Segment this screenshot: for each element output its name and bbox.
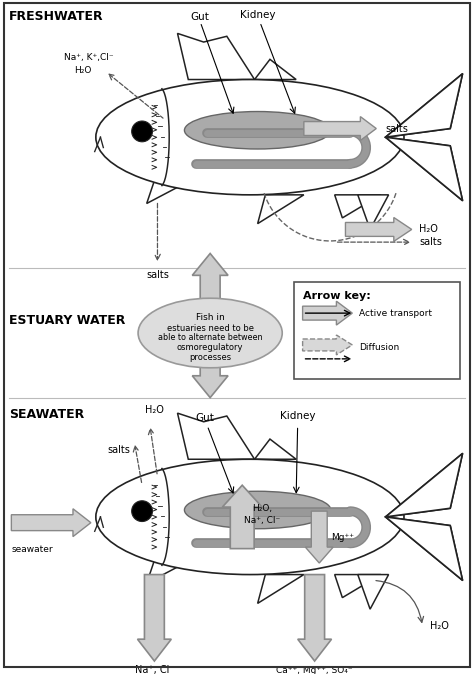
Text: able to alternate between: able to alternate between: [158, 334, 263, 342]
Text: H₂O: H₂O: [74, 65, 91, 75]
Polygon shape: [302, 335, 352, 355]
Polygon shape: [146, 149, 196, 204]
Polygon shape: [258, 195, 304, 224]
FancyBboxPatch shape: [294, 282, 460, 379]
Polygon shape: [385, 454, 463, 517]
Polygon shape: [335, 574, 381, 598]
Polygon shape: [137, 574, 171, 661]
Text: SEAWATER: SEAWATER: [9, 408, 85, 421]
Text: Diffusion: Diffusion: [359, 344, 400, 353]
Circle shape: [132, 501, 153, 522]
Text: Na⁺, Cl⁻: Na⁺, Cl⁻: [135, 665, 174, 674]
Text: Active transport: Active transport: [359, 309, 432, 317]
Text: H₂O: H₂O: [145, 405, 164, 415]
Polygon shape: [358, 195, 389, 229]
Polygon shape: [385, 137, 463, 201]
Polygon shape: [385, 517, 463, 580]
Polygon shape: [358, 574, 389, 609]
Polygon shape: [346, 218, 412, 241]
Polygon shape: [335, 195, 381, 218]
Ellipse shape: [184, 111, 331, 149]
Polygon shape: [177, 34, 255, 80]
Polygon shape: [255, 59, 296, 80]
Polygon shape: [298, 574, 331, 661]
Text: osmoregulatory: osmoregulatory: [177, 344, 244, 353]
Ellipse shape: [184, 491, 331, 528]
Text: Mg⁺⁺: Mg⁺⁺: [332, 533, 355, 542]
Text: salts: salts: [385, 123, 409, 133]
Text: Na⁺, Cl⁻: Na⁺, Cl⁻: [244, 516, 281, 524]
Polygon shape: [11, 509, 91, 537]
Text: H₂O,: H₂O,: [252, 504, 272, 513]
Text: seawater: seawater: [11, 545, 53, 553]
Text: Na⁺, K⁺,Cl⁻: Na⁺, K⁺,Cl⁻: [64, 53, 114, 61]
Text: salts: salts: [108, 446, 130, 456]
Text: salts: salts: [146, 270, 169, 280]
Ellipse shape: [96, 80, 404, 195]
Ellipse shape: [138, 298, 282, 368]
Circle shape: [132, 121, 153, 142]
Text: Arrow key:: Arrow key:: [302, 291, 370, 301]
Text: Ca⁺⁺, Mg⁺⁺, SO₄⁻: Ca⁺⁺, Mg⁺⁺, SO₄⁻: [276, 666, 353, 674]
Text: Gut: Gut: [191, 12, 210, 22]
Text: H₂O: H₂O: [419, 224, 438, 235]
Polygon shape: [222, 485, 262, 549]
Ellipse shape: [96, 459, 404, 574]
Polygon shape: [302, 301, 352, 325]
Text: processes: processes: [189, 353, 231, 363]
Text: estuaries need to be: estuaries need to be: [167, 324, 254, 332]
Polygon shape: [192, 253, 228, 398]
Text: ESTUARY WATER: ESTUARY WATER: [9, 313, 126, 327]
Polygon shape: [146, 528, 196, 583]
Text: Kidney: Kidney: [280, 410, 315, 421]
Polygon shape: [385, 73, 463, 137]
Text: Gut: Gut: [196, 412, 215, 423]
Polygon shape: [304, 117, 376, 140]
Polygon shape: [305, 511, 333, 563]
Text: salts: salts: [419, 237, 442, 247]
Text: H₂O: H₂O: [430, 621, 449, 632]
Polygon shape: [177, 413, 255, 459]
Text: Fish in: Fish in: [196, 313, 225, 321]
Text: FRESHWATER: FRESHWATER: [9, 10, 104, 23]
Text: Kidney: Kidney: [240, 10, 275, 20]
Polygon shape: [258, 574, 304, 603]
Polygon shape: [255, 439, 296, 459]
